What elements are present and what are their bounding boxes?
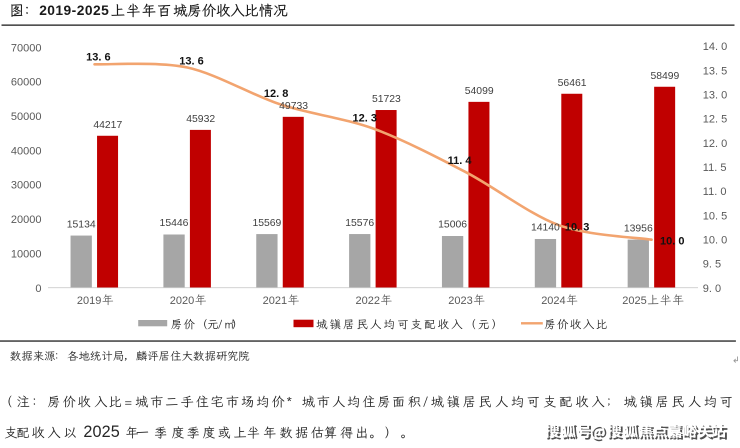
svg-text:12. 8: 12. 8	[264, 88, 288, 100]
svg-text:0: 0	[35, 283, 41, 295]
svg-text:45932: 45932	[186, 114, 215, 125]
svg-text:70000: 70000	[11, 42, 42, 54]
svg-text:15006: 15006	[438, 220, 467, 231]
svg-text:10. 3: 10. 3	[565, 222, 589, 234]
svg-text:2019-2025: 2019-2025	[39, 3, 109, 18]
svg-text:13. 0: 13. 0	[703, 90, 727, 102]
svg-text:9. 5: 9. 5	[703, 259, 721, 271]
svg-text:12. 3: 12. 3	[353, 112, 377, 124]
svg-text:11. 0: 11. 0	[703, 186, 727, 198]
svg-text:56461: 56461	[558, 78, 587, 89]
svg-text:2024: 2024	[541, 295, 565, 307]
svg-text:10. 0: 10. 0	[703, 235, 727, 247]
svg-text:13956: 13956	[624, 223, 653, 234]
svg-text:2019: 2019	[77, 295, 101, 307]
svg-text:10. 5: 10. 5	[703, 210, 727, 222]
svg-text:13. 6: 13. 6	[86, 52, 110, 64]
svg-text:15576: 15576	[345, 218, 374, 229]
svg-text:49733: 49733	[279, 101, 308, 112]
svg-text:2025: 2025	[622, 295, 646, 307]
svg-text:54099: 54099	[465, 86, 494, 97]
svg-text:14140: 14140	[531, 223, 560, 234]
svg-text:15446: 15446	[160, 218, 189, 229]
svg-text:2023: 2023	[448, 295, 472, 307]
svg-text:20000: 20000	[11, 214, 42, 226]
svg-text:58499: 58499	[650, 71, 679, 82]
svg-text:50000: 50000	[11, 111, 42, 123]
svg-text:2022: 2022	[356, 295, 380, 307]
svg-text:44217: 44217	[93, 120, 122, 131]
svg-text:12. 0: 12. 0	[703, 138, 727, 150]
svg-text:2020: 2020	[170, 295, 194, 307]
svg-text:13. 5: 13. 5	[703, 65, 727, 77]
svg-text:2021: 2021	[263, 295, 287, 307]
svg-text:15134: 15134	[67, 219, 96, 230]
svg-text:13. 6: 13. 6	[179, 55, 203, 67]
svg-text:10. 0: 10. 0	[660, 235, 684, 247]
svg-text:2025: 2025	[83, 423, 119, 441]
svg-text:9. 0: 9. 0	[703, 283, 721, 295]
svg-text:11. 5: 11. 5	[703, 162, 727, 174]
svg-text:11. 4: 11. 4	[448, 155, 473, 167]
svg-text:12. 5: 12. 5	[703, 114, 727, 126]
svg-text:15569: 15569	[252, 218, 281, 229]
svg-text:10000: 10000	[11, 248, 42, 260]
svg-text:14. 0: 14. 0	[703, 41, 727, 53]
svg-text:30000: 30000	[11, 180, 42, 192]
svg-text:40000: 40000	[11, 145, 42, 157]
svg-text:51723: 51723	[372, 94, 401, 105]
svg-text:60000: 60000	[11, 77, 42, 89]
